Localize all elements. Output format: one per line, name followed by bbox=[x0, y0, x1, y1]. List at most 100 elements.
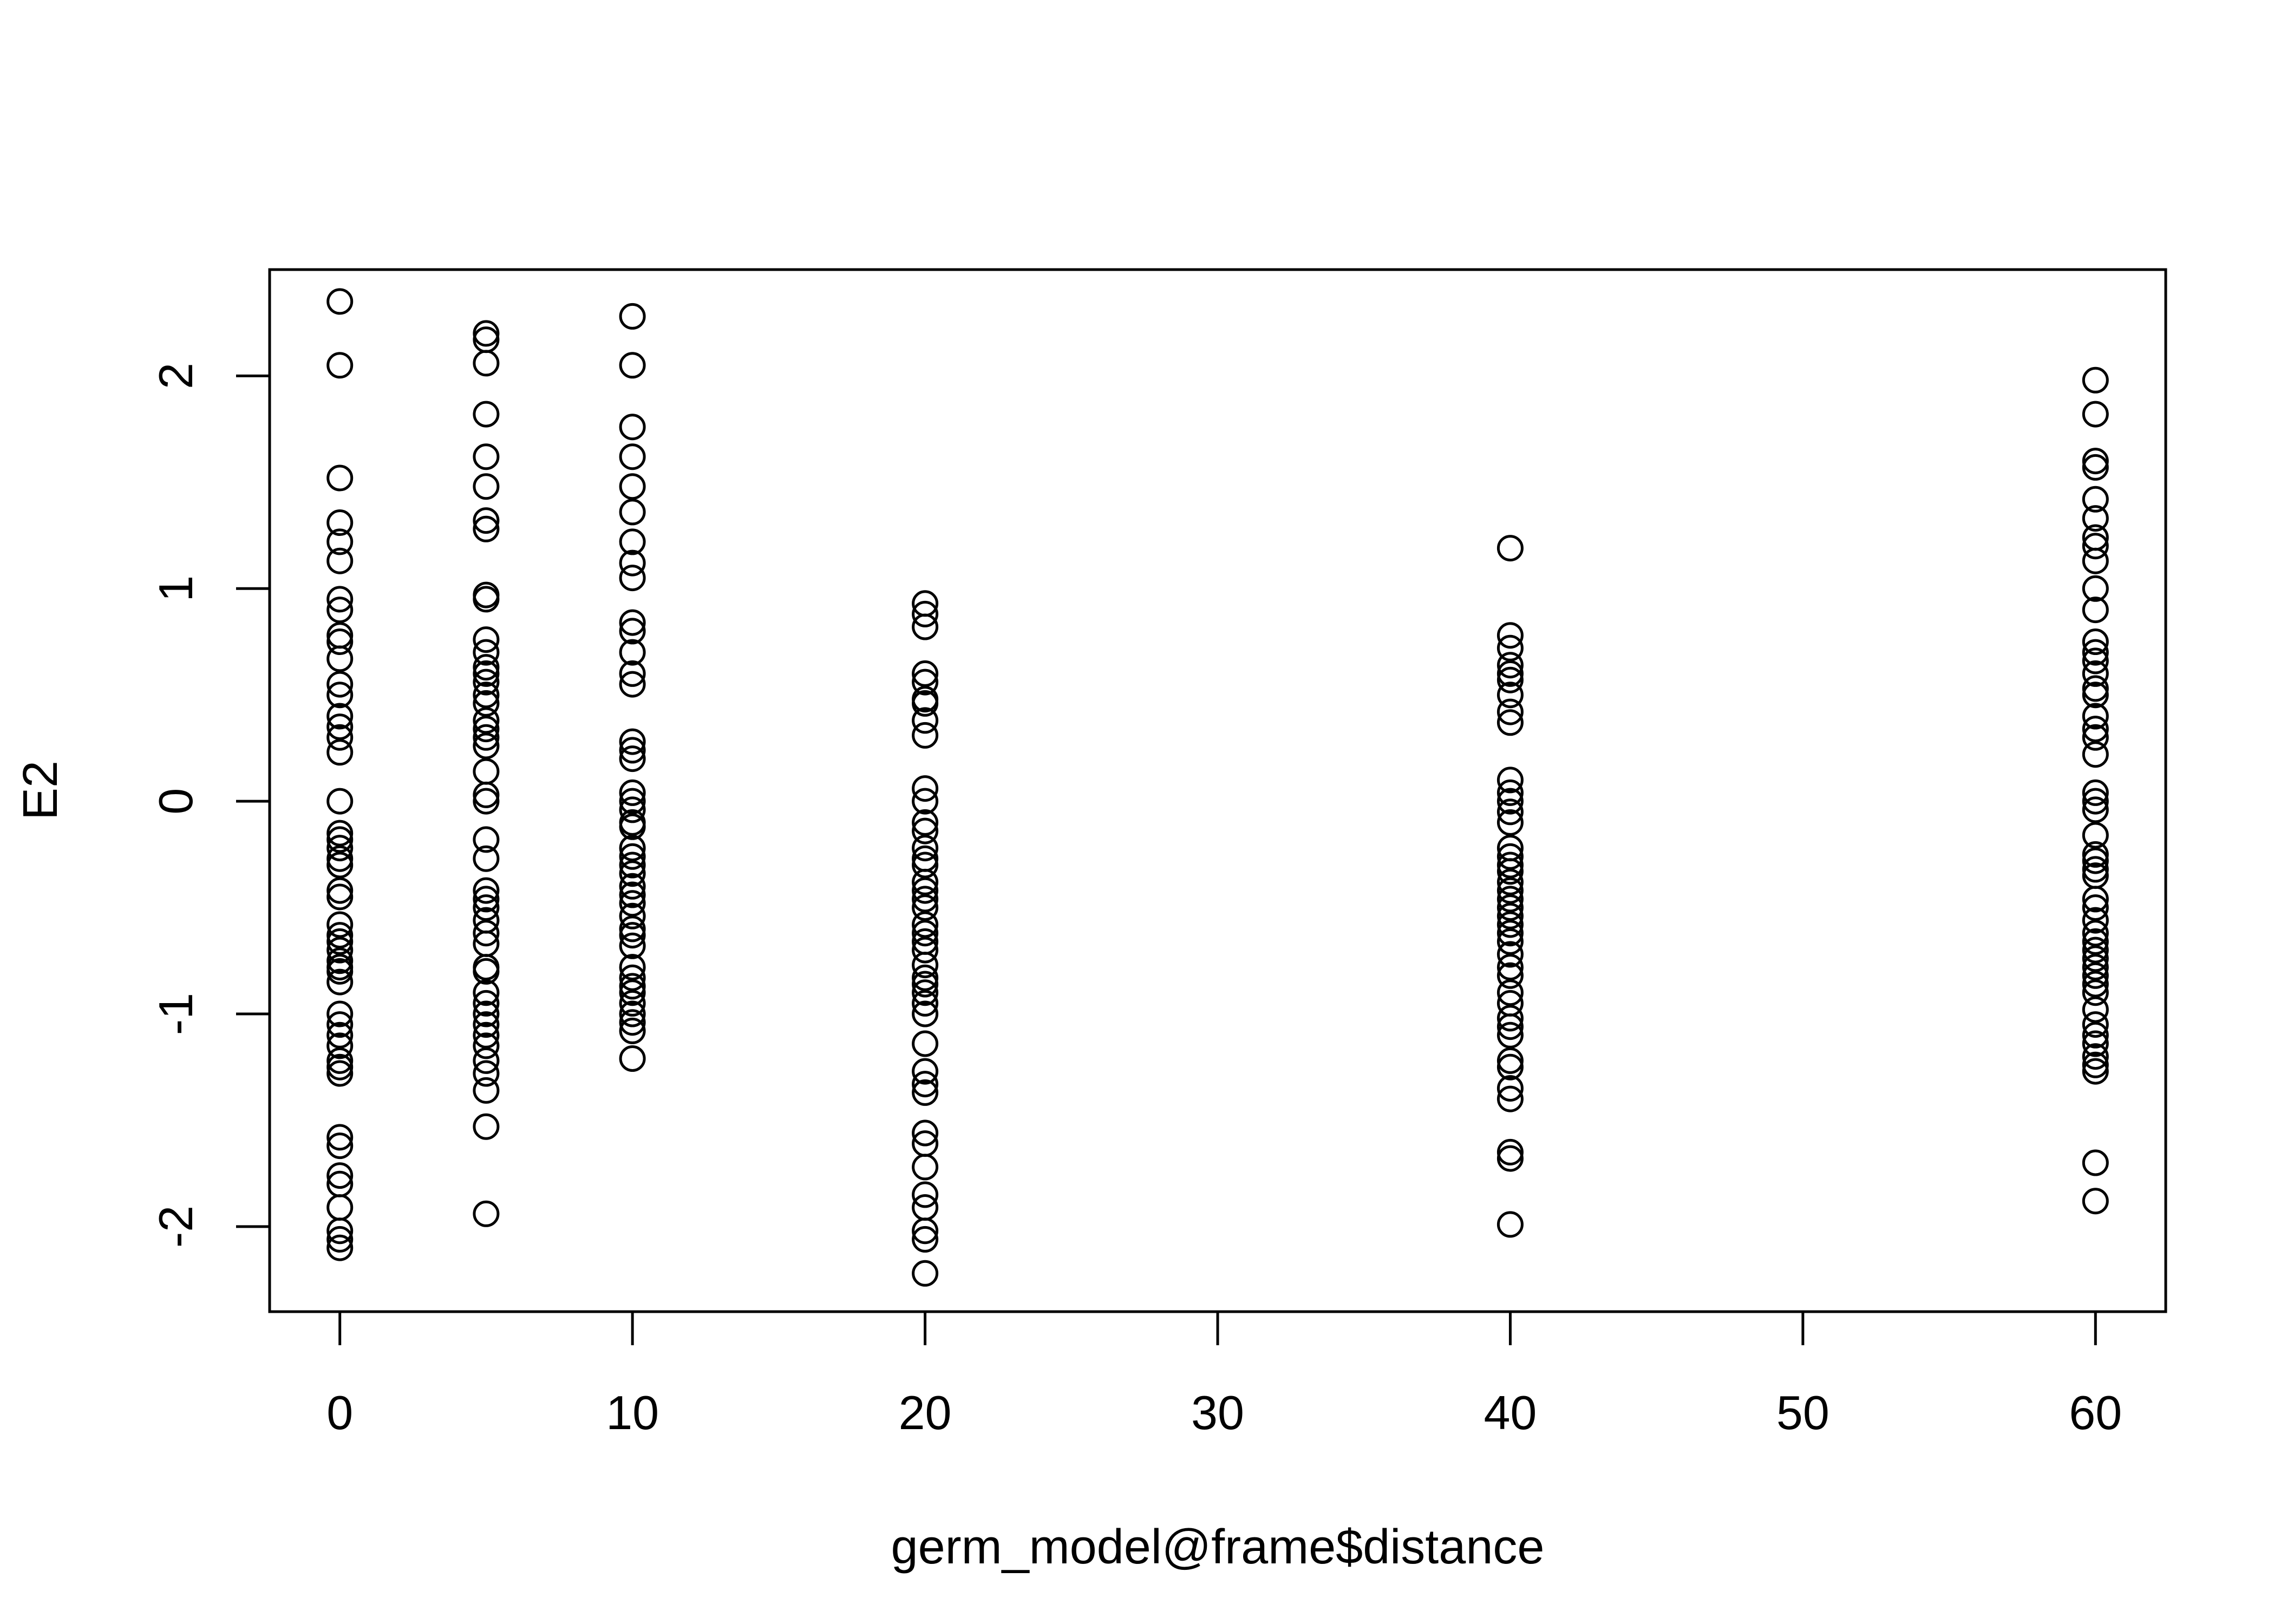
data-point bbox=[1497, 666, 1524, 693]
data-point bbox=[473, 886, 500, 913]
data-point bbox=[326, 671, 354, 698]
data-point bbox=[1497, 698, 1524, 725]
data-point bbox=[2082, 1030, 2109, 1057]
data-point bbox=[1497, 535, 1524, 562]
y-axis: -2 -1 0 1 2 bbox=[149, 363, 271, 1248]
data-point bbox=[326, 877, 354, 904]
data-point bbox=[473, 1047, 500, 1074]
data-point bbox=[473, 724, 500, 751]
data-point bbox=[473, 877, 500, 904]
data-point bbox=[912, 722, 939, 749]
data-point bbox=[473, 958, 500, 985]
data-point bbox=[912, 669, 939, 696]
data-point bbox=[912, 964, 939, 991]
data-point bbox=[326, 352, 354, 379]
data-point bbox=[619, 1017, 646, 1044]
data-point bbox=[2082, 366, 2109, 394]
data-point bbox=[1497, 877, 1524, 904]
data-point bbox=[326, 682, 354, 709]
data-point bbox=[473, 979, 500, 1006]
data-point bbox=[473, 894, 500, 921]
data-point bbox=[473, 716, 500, 743]
data-point bbox=[2082, 1043, 2109, 1070]
data-point bbox=[473, 660, 500, 687]
data-point bbox=[1497, 843, 1524, 870]
data-point bbox=[912, 979, 939, 1006]
data-point bbox=[1497, 1075, 1524, 1102]
data-point bbox=[2082, 647, 2109, 675]
data-point bbox=[326, 1047, 354, 1074]
data-point bbox=[2082, 928, 2109, 955]
data-point bbox=[619, 852, 646, 879]
data-point bbox=[326, 958, 354, 985]
data-point bbox=[619, 414, 646, 441]
data-point bbox=[619, 618, 646, 645]
data-point bbox=[473, 732, 500, 759]
data-point bbox=[912, 660, 939, 687]
data-point bbox=[326, 1032, 354, 1059]
data-point bbox=[473, 669, 500, 696]
data-point bbox=[912, 788, 939, 815]
data-point bbox=[619, 873, 646, 900]
data-point bbox=[326, 713, 354, 741]
data-point bbox=[2082, 796, 2109, 823]
data-point bbox=[2082, 841, 2109, 868]
data-point bbox=[2082, 703, 2109, 730]
data-point bbox=[473, 788, 500, 815]
data-point bbox=[2082, 996, 2109, 1023]
data-point bbox=[326, 911, 354, 938]
data-point bbox=[1497, 660, 1524, 687]
data-point bbox=[326, 703, 354, 730]
data-point bbox=[912, 1071, 939, 1098]
data-point bbox=[2082, 945, 2109, 972]
data-point bbox=[912, 911, 939, 938]
data-point bbox=[619, 549, 646, 577]
data-point bbox=[326, 1124, 354, 1151]
y-tick-label: -2 bbox=[149, 1206, 202, 1248]
data-point bbox=[912, 877, 939, 904]
data-point bbox=[2082, 1058, 2109, 1085]
data-point bbox=[473, 1000, 500, 1027]
data-point bbox=[619, 639, 646, 666]
data-point bbox=[326, 739, 354, 766]
data-point bbox=[912, 817, 939, 844]
data-point bbox=[912, 1119, 939, 1147]
data-point bbox=[619, 835, 646, 862]
data-point bbox=[326, 835, 354, 862]
data-point bbox=[619, 1009, 646, 1036]
data-point bbox=[2082, 886, 2109, 913]
data-point bbox=[326, 928, 354, 955]
data-point bbox=[1497, 886, 1524, 913]
data-point bbox=[473, 350, 500, 377]
data-point bbox=[2082, 682, 2109, 709]
data-point bbox=[912, 852, 939, 879]
data-point bbox=[473, 1032, 500, 1059]
data-point bbox=[326, 597, 354, 624]
data-point bbox=[912, 835, 939, 862]
data-point bbox=[912, 1217, 939, 1245]
data-point bbox=[2082, 1011, 2109, 1038]
x-tick-label: 10 bbox=[606, 1386, 659, 1439]
data-point bbox=[2082, 971, 2109, 998]
data-point bbox=[1497, 634, 1524, 662]
data-point bbox=[619, 745, 646, 772]
data-point bbox=[473, 781, 500, 808]
data-point bbox=[619, 660, 646, 687]
data-point bbox=[619, 973, 646, 1000]
data-point bbox=[326, 883, 354, 911]
y-axis-title: E2 bbox=[14, 761, 68, 820]
data-point bbox=[326, 1162, 354, 1189]
data-point bbox=[473, 507, 500, 534]
data-point bbox=[912, 1154, 939, 1181]
data-point bbox=[326, 1226, 354, 1253]
y-tick-label: 2 bbox=[149, 363, 202, 389]
data-point bbox=[912, 894, 939, 921]
data-point bbox=[912, 1226, 939, 1253]
data-point bbox=[326, 509, 354, 536]
data-point bbox=[912, 600, 939, 627]
data-point bbox=[473, 1200, 500, 1227]
data-point bbox=[326, 922, 354, 949]
data-point bbox=[619, 860, 646, 887]
data-point bbox=[326, 1021, 354, 1049]
